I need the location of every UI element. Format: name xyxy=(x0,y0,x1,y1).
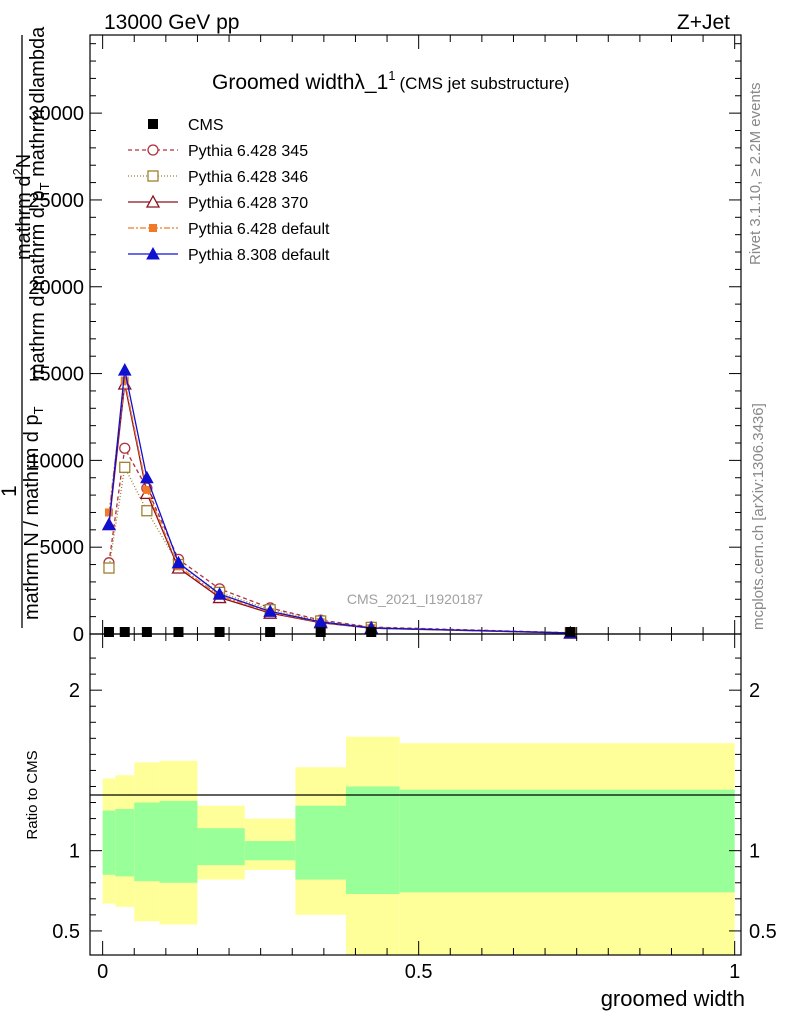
stat-uncertainty-band xyxy=(295,805,346,880)
series-point xyxy=(120,376,129,385)
main-panel: 0 5000 10000 15000 20000 25000 30000 Groomed w… xyxy=(0,26,742,646)
stat-uncertainty-band xyxy=(102,810,116,875)
cms-point xyxy=(265,627,276,637)
x-tick-label: 0 xyxy=(97,961,108,983)
legend-marker xyxy=(149,224,157,232)
plot-title: Groomed widthλ_11 (CMS jet substructure) xyxy=(212,68,570,94)
ylabel-numerator: mathrm d2N xyxy=(10,154,35,260)
legend-label: CMS xyxy=(188,117,224,134)
legend-marker xyxy=(146,246,160,260)
mcplots-label: mcplots.cern.ch [arXiv:1306.3436] xyxy=(750,403,767,630)
series-line xyxy=(108,369,571,634)
series-point xyxy=(142,485,151,494)
cms-point xyxy=(173,627,184,637)
main-y-tick-label: 0 xyxy=(73,624,84,646)
main-y-tick-label: 10000 xyxy=(28,450,84,472)
ylabel-inner: mathrm dmathrm d pT mathrm dlambda xyxy=(27,26,52,380)
x-tick-label: 1 xyxy=(729,961,740,983)
main-y-tick-label: 5000 xyxy=(40,537,85,559)
cms-data-points xyxy=(103,627,576,637)
cms-point xyxy=(565,627,576,637)
legend-label: Pythia 6.428 346 xyxy=(188,169,308,186)
ratio-uncertainty-bands xyxy=(102,736,735,955)
stat-uncertainty-band xyxy=(345,786,400,895)
rivet-label: Rivet 3.1.10, ≥ 2.2M events xyxy=(747,83,764,266)
legend-label: Pythia 8.308 default xyxy=(188,247,330,264)
ratio-axis-ticks: 0 0.5 1 0.5 0.5 1 1 2 2 xyxy=(52,634,777,983)
ratio-xlabel: groomed width xyxy=(601,986,745,1011)
series-point xyxy=(117,363,132,376)
ratio-y-tick-label: 1 xyxy=(69,841,80,863)
ratio-y-tick-label-right: 0.5 xyxy=(749,921,777,943)
main-y-tick-label: 20000 xyxy=(28,277,84,299)
series-point xyxy=(119,461,131,473)
series-point xyxy=(103,562,115,574)
series-point xyxy=(171,555,186,569)
legend-marker xyxy=(145,194,161,208)
ratio-ylabel: Ratio to CMS xyxy=(24,750,41,839)
ratio-y-tick-label: 0.5 xyxy=(52,921,80,943)
stat-uncertainty-band xyxy=(399,789,735,893)
main-y-tick-label: 15000 xyxy=(28,364,84,386)
main-ylabel: 1 mathrm N / mathrm d pT mathrm d2N math… xyxy=(0,26,52,628)
stat-uncertainty-band xyxy=(244,841,296,861)
series-line xyxy=(108,380,571,634)
cms-point xyxy=(119,627,130,637)
stat-uncertainty-band xyxy=(197,828,245,866)
header-energy: 13000 GeV pp xyxy=(104,11,239,34)
series-point xyxy=(313,614,328,628)
analysis-watermark: CMS_2021_I1920187 xyxy=(347,591,483,607)
cms-point xyxy=(214,627,225,637)
series-point xyxy=(104,508,113,517)
series-point xyxy=(102,517,116,531)
legend-marker xyxy=(147,144,159,156)
legend-label: Pythia 6.428 370 xyxy=(188,195,308,212)
x-tick-label: 0.5 xyxy=(405,961,433,983)
ratio-panel: 0 0.5 1 0.5 0.5 1 1 2 2 Ratio to CMS groomed wid… xyxy=(24,633,777,1011)
legend-label: Pythia 6.428 345 xyxy=(188,143,308,160)
ylabel-one: 1 xyxy=(0,485,21,497)
main-y-tick-label: 30000 xyxy=(28,103,84,125)
main-series-group xyxy=(101,363,578,639)
series-point xyxy=(212,587,227,600)
series-line xyxy=(108,446,571,634)
series-line xyxy=(108,465,571,634)
cms-point xyxy=(315,627,326,637)
series-line xyxy=(108,383,571,634)
stat-uncertainty-band xyxy=(159,800,198,883)
header-process: Z+Jet xyxy=(677,11,730,34)
legend-marker xyxy=(147,170,159,182)
main-y-tick-label: 25000 xyxy=(28,190,84,212)
ratio-frame xyxy=(89,633,742,956)
stat-uncertainty-band xyxy=(134,802,160,882)
series-point xyxy=(119,442,131,454)
ratio-y-tick-label-right: 2 xyxy=(749,680,760,702)
ratio-y-tick-label-right: 1 xyxy=(749,841,760,863)
ylabel-denominator: mathrm N / mathrm d pT xyxy=(21,406,46,620)
stat-uncertainty-band xyxy=(115,808,135,877)
legend: CMS Pythia 6.428 345 Pythia 6.428 346 Pythi… xyxy=(128,117,330,264)
cms-point xyxy=(103,627,114,637)
cms-point xyxy=(366,627,377,637)
series-point xyxy=(263,604,277,617)
series-point xyxy=(140,470,154,484)
legend-marker xyxy=(148,119,158,129)
main-axis-ticks: 0 5000 10000 15000 20000 25000 30000 xyxy=(28,35,741,646)
series-point xyxy=(141,505,153,517)
ratio-y-tick-label: 2 xyxy=(69,680,80,702)
cms-point xyxy=(141,627,152,637)
legend-label: Pythia 6.428 default xyxy=(188,221,330,238)
